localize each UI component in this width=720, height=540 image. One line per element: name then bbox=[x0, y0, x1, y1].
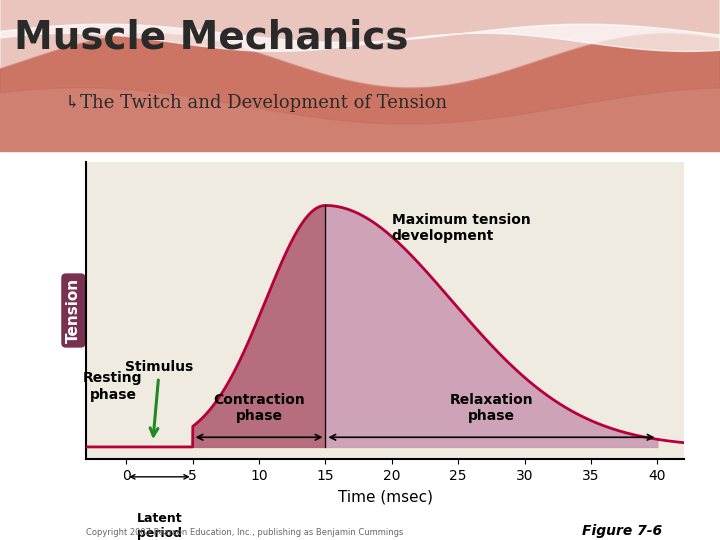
Text: Maximum tension
development: Maximum tension development bbox=[392, 213, 531, 243]
Text: Stimulus: Stimulus bbox=[125, 361, 194, 436]
Text: ↳The Twitch and Development of Tension: ↳The Twitch and Development of Tension bbox=[65, 94, 447, 112]
Text: Contraction
phase: Contraction phase bbox=[213, 393, 305, 423]
Text: Figure 7-6: Figure 7-6 bbox=[582, 524, 662, 538]
Y-axis label: Tension: Tension bbox=[66, 278, 81, 343]
Text: Relaxation
phase: Relaxation phase bbox=[449, 393, 534, 423]
Text: Copyright 2007 Pearson Education, Inc., publishing as Benjamin Cummings: Copyright 2007 Pearson Education, Inc., … bbox=[86, 528, 404, 537]
X-axis label: Time (msec): Time (msec) bbox=[338, 490, 433, 505]
Text: Resting
phase: Resting phase bbox=[84, 372, 143, 402]
Text: Latent
period: Latent period bbox=[137, 512, 182, 540]
Text: Muscle Mechanics: Muscle Mechanics bbox=[14, 18, 409, 56]
